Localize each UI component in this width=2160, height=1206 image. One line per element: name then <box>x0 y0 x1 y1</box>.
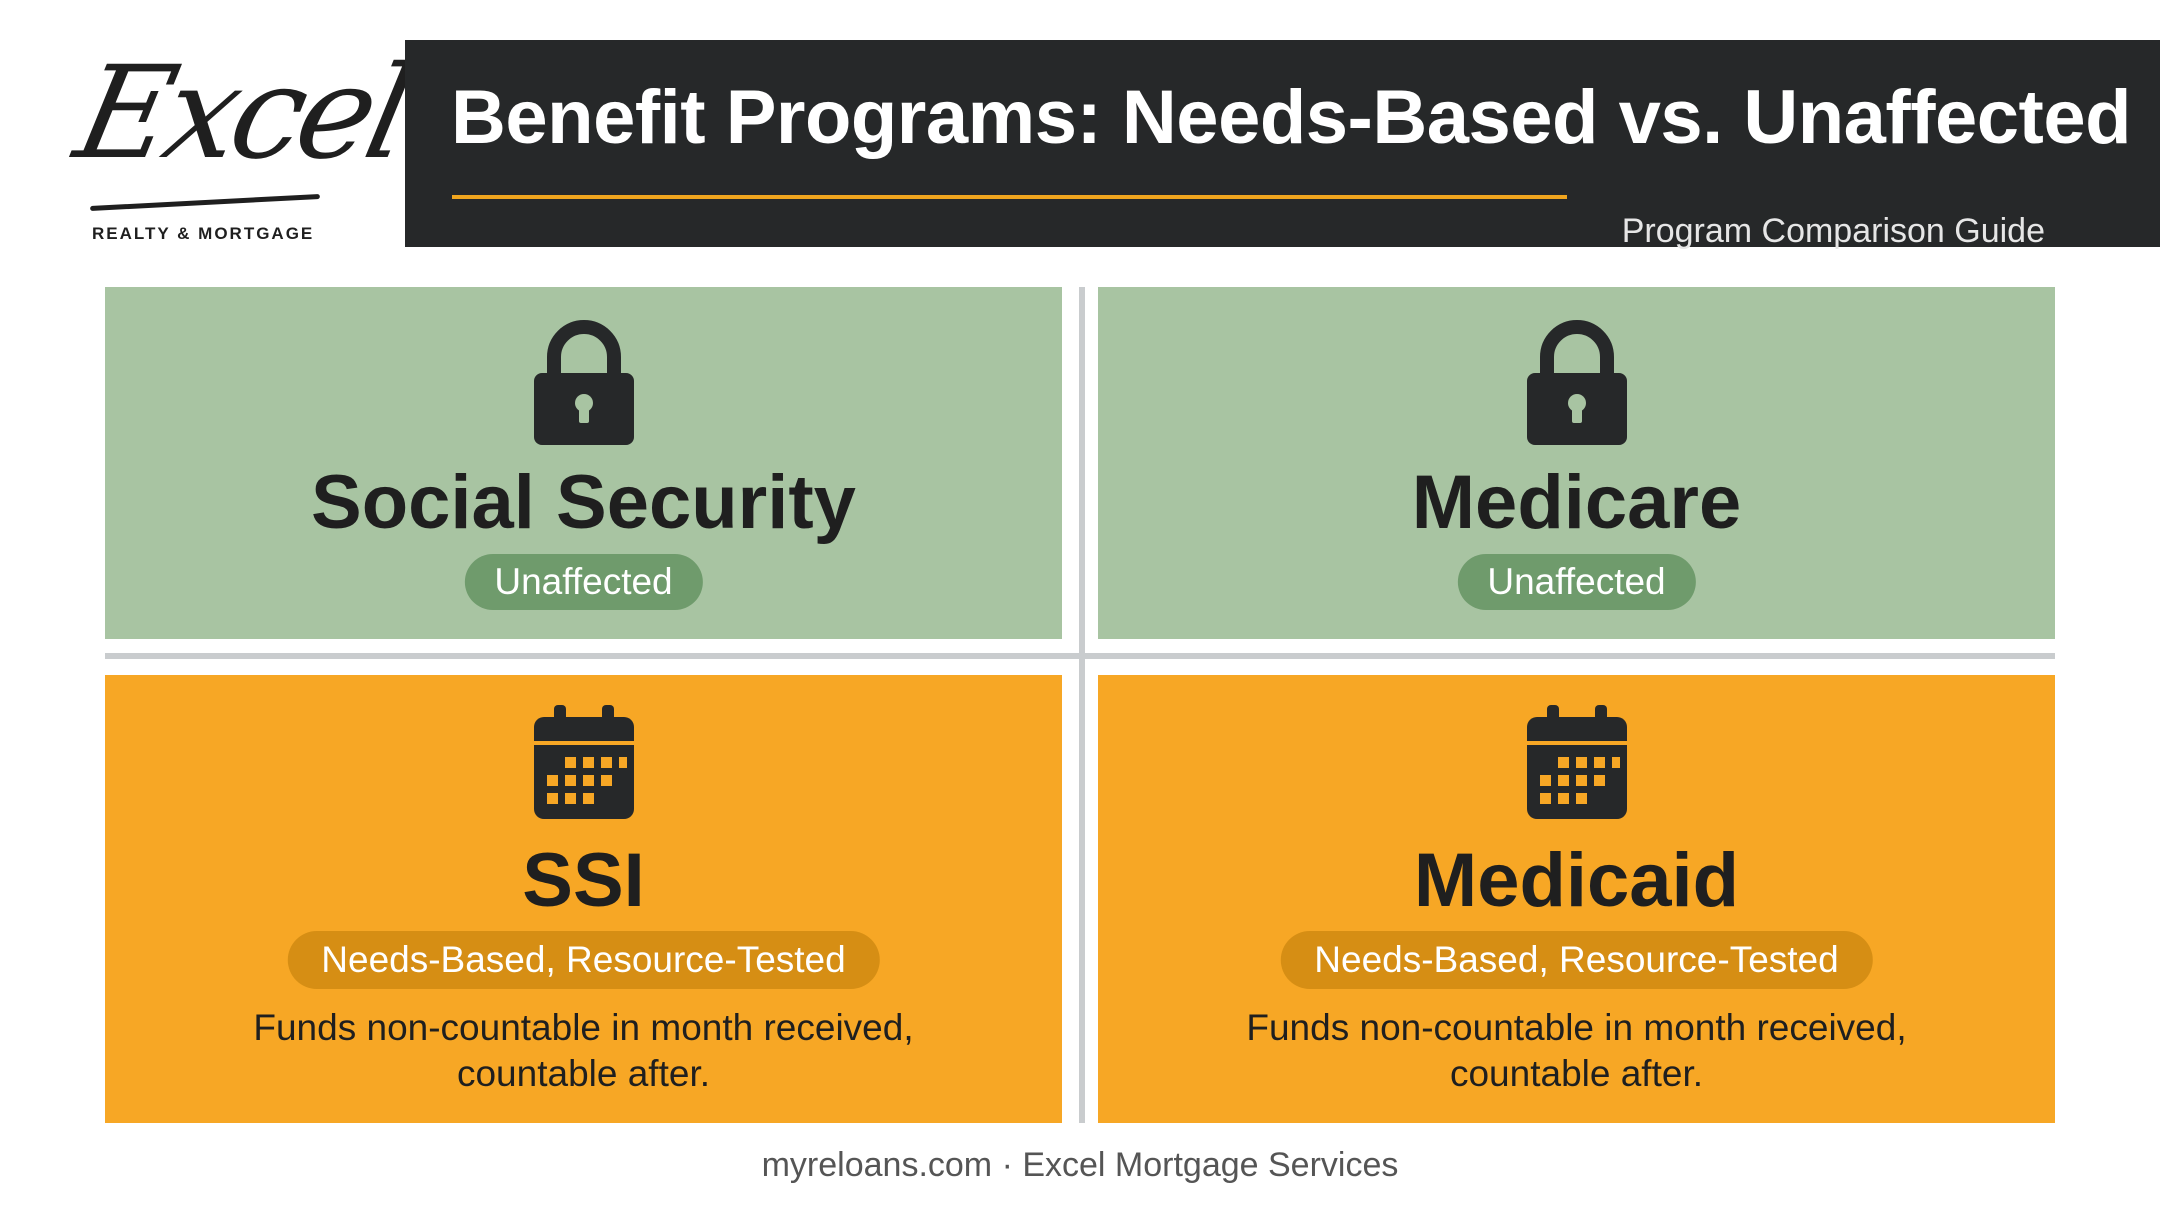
grid-vertical-divider <box>1079 287 1085 1123</box>
status-badge: Needs-Based, Resource-Tested <box>1280 931 1873 989</box>
logo-script-text: Excel <box>64 39 420 188</box>
card-note-line: countable after. <box>1449 1053 1704 1094</box>
lock-icon <box>1526 320 1627 445</box>
status-badge: Unaffected <box>464 554 703 610</box>
card-note-line: Funds non-countable in month received, <box>1246 1007 1907 1048</box>
accent-divider <box>452 195 1567 199</box>
grid-horizontal-divider <box>105 653 2055 659</box>
card-social-security: Social Security Unaffected <box>105 287 1062 639</box>
card-note: Funds non-countable in month received, c… <box>105 1005 1062 1097</box>
header-banner: Benefit Programs: Needs-Based vs. Unaffe… <box>405 40 2160 250</box>
logo-underline <box>90 193 320 212</box>
card-medicaid: Medicaid Needs-Based, Resource-Tested Fu… <box>1098 675 2055 1123</box>
card-title: Social Security <box>311 460 856 545</box>
card-note-line: countable after. <box>456 1053 711 1094</box>
company-logo: Excel REALTY & MORTGAGE <box>64 39 420 250</box>
lock-icon <box>533 320 634 445</box>
page-subtitle: Program Comparison Guide <box>1621 212 2045 250</box>
card-medicare: Medicare Unaffected <box>1098 287 2055 639</box>
status-badge: Unaffected <box>1457 554 1696 610</box>
status-badge: Needs-Based, Resource-Tested <box>287 931 880 989</box>
card-ssi: SSI Needs-Based, Resource-Tested Funds n… <box>105 675 1062 1123</box>
calendar-icon <box>533 705 634 819</box>
calendar-icon <box>1526 705 1627 819</box>
card-note: Funds non-countable in month received, c… <box>1098 1005 2055 1097</box>
logo-subtitle: REALTY & MORTGAGE <box>92 224 315 243</box>
card-title: Medicaid <box>1413 838 1740 923</box>
footer-credit: myreloans.com · Excel Mortgage Services <box>761 1146 1399 1184</box>
page-title: Benefit Programs: Needs-Based vs. Unaffe… <box>451 75 2132 160</box>
card-note-line: Funds non-countable in month received, <box>253 1007 914 1048</box>
card-title: Medicare <box>1411 460 1742 545</box>
card-title: SSI <box>522 838 645 923</box>
